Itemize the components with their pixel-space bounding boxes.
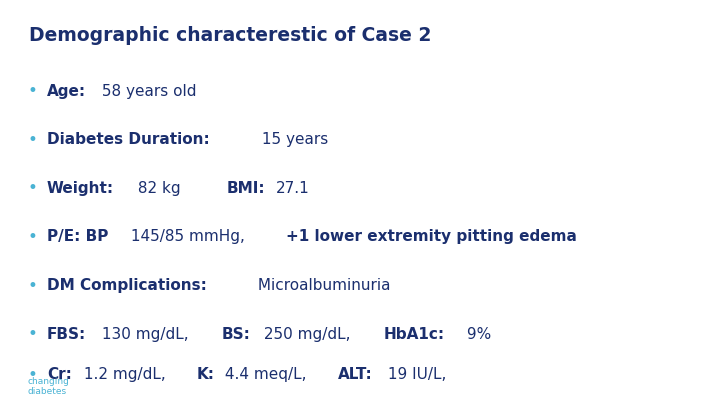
Text: 4.4 meq/L,: 4.4 meq/L,	[220, 367, 312, 382]
Text: 58 years old: 58 years old	[97, 83, 197, 99]
Text: Diabetes Duration:: Diabetes Duration:	[47, 132, 210, 147]
Text: K:: K:	[197, 367, 215, 382]
Text: changing
diabetes: changing diabetes	[27, 377, 69, 396]
Text: 19 IU/L,: 19 IU/L,	[383, 367, 446, 382]
Text: DM Complications:: DM Complications:	[47, 278, 207, 293]
Text: Demographic characterestic of Case 2: Demographic characterestic of Case 2	[29, 26, 431, 45]
Text: 9%: 9%	[462, 326, 492, 342]
Text: 130 mg/dL,: 130 mg/dL,	[97, 326, 194, 342]
Text: •: •	[27, 277, 37, 294]
Text: •: •	[27, 366, 37, 384]
Text: HbA1c:: HbA1c:	[384, 326, 445, 342]
Text: ALT:: ALT:	[338, 367, 373, 382]
Text: P/E: BP: P/E: BP	[47, 229, 108, 245]
Text: FBS:: FBS:	[47, 326, 86, 342]
Text: Age:: Age:	[47, 83, 86, 99]
Text: 250 mg/dL,: 250 mg/dL,	[259, 326, 356, 342]
Text: +1 lower extremity pitting edema: +1 lower extremity pitting edema	[286, 229, 577, 245]
Text: •: •	[27, 228, 37, 246]
Text: Microalbuminuria: Microalbuminuria	[253, 278, 390, 293]
Text: Cr:: Cr:	[47, 367, 72, 382]
Text: 1.2 mg/dL,: 1.2 mg/dL,	[79, 367, 171, 382]
Text: Weight:: Weight:	[47, 181, 114, 196]
Text: •: •	[27, 131, 37, 149]
Text: BS:: BS:	[222, 326, 251, 342]
Text: 82 kg: 82 kg	[133, 181, 205, 196]
Text: 27.1: 27.1	[276, 181, 310, 196]
Text: BMI:: BMI:	[226, 181, 265, 196]
Text: •: •	[27, 179, 37, 197]
Text: •: •	[27, 82, 37, 100]
Text: 145/85 mmHg,: 145/85 mmHg,	[126, 229, 250, 245]
Text: 15 years: 15 years	[257, 132, 328, 147]
Text: •: •	[27, 325, 37, 343]
